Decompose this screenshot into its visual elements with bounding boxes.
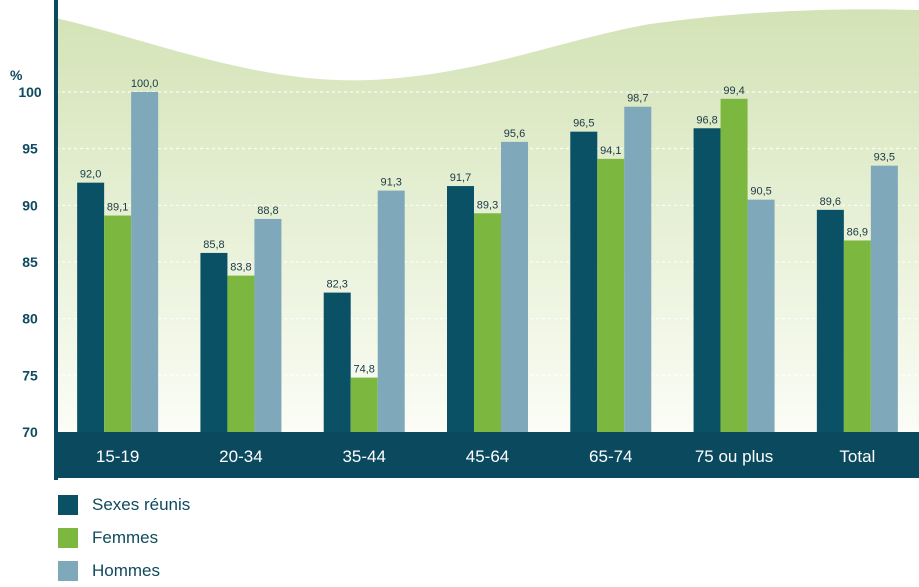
- y-tick-labels: 70 75 80 85 90 95 100: [18, 84, 42, 440]
- data-label: 89,6: [820, 196, 841, 208]
- data-labels: 92,0 89,1 100,0 85,8 83,8 88,8 82,3 74,8 91,3 91,…: [80, 78, 895, 376]
- bar: [323, 292, 351, 432]
- legend-item-femmes: Femmes: [58, 521, 190, 554]
- bar: [843, 240, 871, 432]
- data-label: 88,8: [257, 205, 278, 217]
- data-label: 92,0: [80, 169, 101, 181]
- y-unit-label: %: [10, 67, 23, 83]
- data-label: 94,1: [600, 145, 621, 157]
- y-tick-label: 80: [22, 311, 38, 327]
- bar: [227, 275, 255, 432]
- bar: [747, 199, 775, 432]
- data-label: 83,8: [230, 262, 251, 274]
- legend-label: Femmes: [92, 527, 159, 547]
- legend-item-hommes: Hommes: [58, 554, 190, 587]
- bar: [870, 165, 898, 432]
- category-label: 75 ou plus: [695, 447, 773, 466]
- bar: [624, 106, 652, 432]
- bar: [254, 218, 282, 432]
- data-label: 89,1: [107, 202, 128, 214]
- data-label: 82,3: [327, 279, 348, 291]
- bar: [720, 98, 748, 433]
- data-label: 89,3: [477, 199, 498, 211]
- bar: [501, 141, 528, 432]
- category-label: 35-44: [342, 447, 385, 466]
- bar: [693, 128, 721, 432]
- data-label: 93,5: [874, 152, 895, 164]
- data-label: 100,0: [131, 78, 159, 90]
- data-label: 96,5: [573, 118, 594, 130]
- data-label: 91,7: [450, 172, 471, 184]
- legend-swatch-femmes: [58, 527, 78, 548]
- bar: [570, 131, 598, 432]
- legend-item-sexes-reunis: Sexes réunis: [58, 488, 190, 521]
- data-label: 91,3: [381, 177, 402, 189]
- bar: [474, 213, 501, 432]
- bars-group: [77, 92, 898, 433]
- bar: [200, 252, 228, 432]
- data-label: 96,8: [696, 114, 717, 126]
- legend-swatch-sexes-reunis: [58, 494, 78, 515]
- y-tick-label: 75: [22, 367, 38, 383]
- data-label: 86,9: [847, 226, 868, 238]
- category-label: 65-74: [589, 447, 632, 466]
- bar: [77, 182, 105, 432]
- y-tick-label: 70: [22, 424, 38, 440]
- y-tick-label: 90: [22, 197, 38, 213]
- bar: [816, 209, 844, 432]
- category-label: Total: [839, 447, 875, 466]
- legend-label: Sexes réunis: [92, 494, 191, 514]
- legend: Sexes réunis Femmes Hommes: [58, 488, 190, 587]
- category-label: 15-19: [96, 447, 139, 466]
- category-label: 20-34: [219, 447, 262, 466]
- legend-swatch-hommes: [58, 560, 78, 581]
- y-tick-label: 95: [22, 141, 38, 157]
- bar-chart: 92,0 89,1 100,0 85,8 83,8 88,8 82,3 74,8 91,3 91,…: [10, 0, 919, 480]
- legend-label: Hommes: [92, 560, 161, 580]
- y-tick-label: 85: [22, 254, 38, 270]
- data-label: 98,7: [627, 93, 648, 105]
- bar: [350, 377, 378, 432]
- data-label: 90,5: [750, 186, 771, 198]
- bar: [377, 190, 405, 432]
- bar: [597, 158, 625, 432]
- data-label: 95,6: [504, 128, 525, 140]
- category-labels: 15-19 20-34 35-44 45-64 65-74 75 ou plus Total: [96, 447, 875, 466]
- category-label: 45-64: [466, 447, 509, 466]
- bar: [447, 186, 474, 432]
- data-label: 85,8: [203, 239, 224, 251]
- bar: [131, 92, 159, 432]
- category-band: [54, 432, 919, 478]
- bar: [104, 215, 132, 432]
- data-label: 99,4: [723, 85, 744, 97]
- data-label: 74,8: [354, 364, 375, 376]
- y-tick-label: 100: [18, 84, 42, 100]
